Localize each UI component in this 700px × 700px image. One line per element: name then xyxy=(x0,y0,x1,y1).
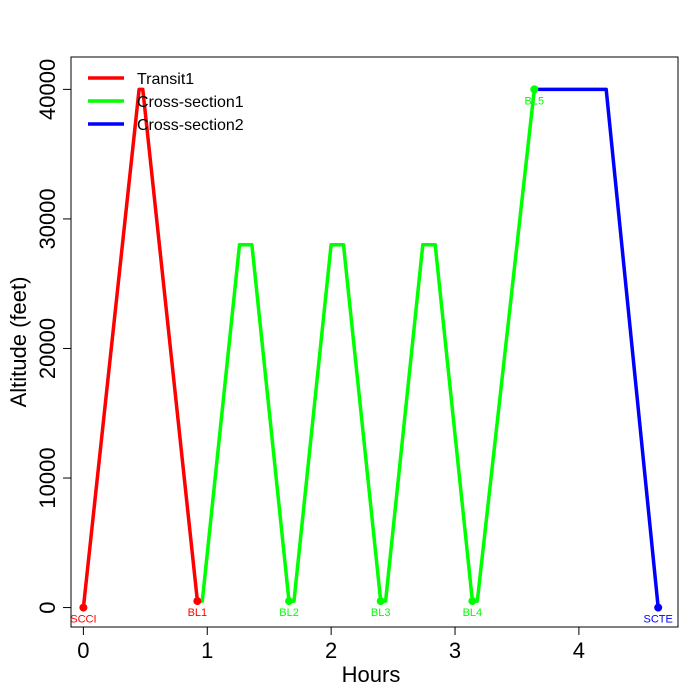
point-label-bl4: BL4 xyxy=(463,607,483,619)
x-axis-title: Hours xyxy=(342,662,401,687)
x-tick-label: 1 xyxy=(201,638,213,663)
y-tick-label: 30000 xyxy=(35,188,60,249)
x-tick-label: 4 xyxy=(573,638,585,663)
point-bl2 xyxy=(285,597,294,606)
point-bl5 xyxy=(530,85,539,94)
point-scci xyxy=(79,603,88,612)
x-tick-label: 0 xyxy=(77,638,89,663)
point-label-bl2: BL2 xyxy=(279,607,299,619)
plot-frame xyxy=(70,56,679,628)
points-layer: SCCI BL1 BL2 BL3 BL4 BL5 SCTE xyxy=(70,85,673,626)
series-line-cross-section1 xyxy=(197,89,537,603)
x-tick-label: 3 xyxy=(449,638,461,663)
y-tick-label: 20000 xyxy=(35,318,60,379)
legend-label-cross-section1: Cross-section1 xyxy=(137,94,244,111)
x-axis: 0 1 2 3 4 xyxy=(77,627,585,663)
series-layer xyxy=(81,87,660,608)
point-label-bl5: BL5 xyxy=(525,95,545,107)
legend: Transit1 Cross-section1 Cross-section2 xyxy=(88,71,244,134)
point-label-scte: SCTE xyxy=(644,614,673,626)
y-axis-title: Altitude (feet) xyxy=(6,277,31,408)
point-label-scci: SCCI xyxy=(70,614,96,626)
point-scte xyxy=(654,603,663,612)
point-bl1 xyxy=(193,597,202,606)
point-bl4 xyxy=(468,597,477,606)
y-tick-label: 40000 xyxy=(35,59,60,120)
series-line-cross-section2 xyxy=(534,87,660,608)
y-tick-label: 0 xyxy=(35,601,60,613)
point-label-bl1: BL1 xyxy=(188,607,208,619)
point-bl3 xyxy=(376,597,385,606)
series-line-transit1 xyxy=(81,87,200,608)
legend-label-transit1: Transit1 xyxy=(137,71,194,88)
legend-label-cross-section2: Cross-section2 xyxy=(137,117,244,134)
x-tick-label: 2 xyxy=(325,638,337,663)
y-axis: 0 10000 20000 30000 40000 xyxy=(35,59,71,614)
point-label-bl3: BL3 xyxy=(371,607,391,619)
y-tick-label: 10000 xyxy=(35,447,60,508)
